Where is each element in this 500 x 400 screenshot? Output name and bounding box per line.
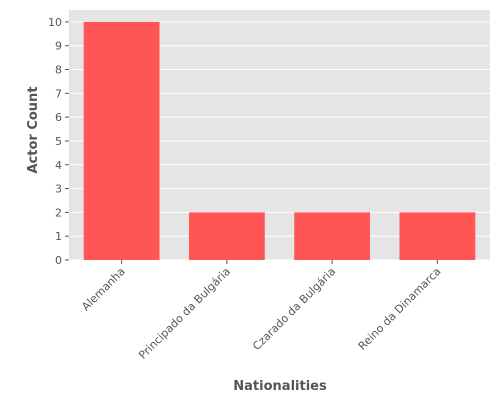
y-tick-label: 8 xyxy=(55,64,62,77)
y-tick-label: 4 xyxy=(55,159,62,172)
bar xyxy=(188,212,265,260)
x-axis: Alemanha Principado da Bulgária Czarado da… xyxy=(79,260,443,362)
y-tick-label: 10 xyxy=(48,16,62,29)
x-axis-title: Nationalities xyxy=(233,379,327,394)
y-tick-label: 2 xyxy=(55,206,62,219)
y-tick-label: 3 xyxy=(55,183,62,196)
x-tick-label: Czarado da Bulgária xyxy=(250,265,338,353)
bars xyxy=(83,21,476,261)
y-tick-label: 1 xyxy=(55,230,62,243)
y-axis-title: Actor Count xyxy=(26,86,41,173)
y-tick-label: 9 xyxy=(55,40,62,53)
y-tick-label: 7 xyxy=(55,87,62,100)
y-tick-label: 6 xyxy=(55,111,62,124)
bar xyxy=(399,212,476,260)
x-tick-label: Alemanha xyxy=(79,265,127,313)
x-tick-label: Reino da Dinamarca xyxy=(356,265,444,353)
y-tick-label: 0 xyxy=(55,254,62,267)
x-tick-label: Principado da Bulgária xyxy=(136,265,233,362)
bar xyxy=(294,212,371,260)
y-axis: 0 1 2 3 4 5 6 7 8 9 10 xyxy=(48,16,69,267)
bar xyxy=(83,21,160,261)
y-tick-label: 5 xyxy=(55,135,62,148)
